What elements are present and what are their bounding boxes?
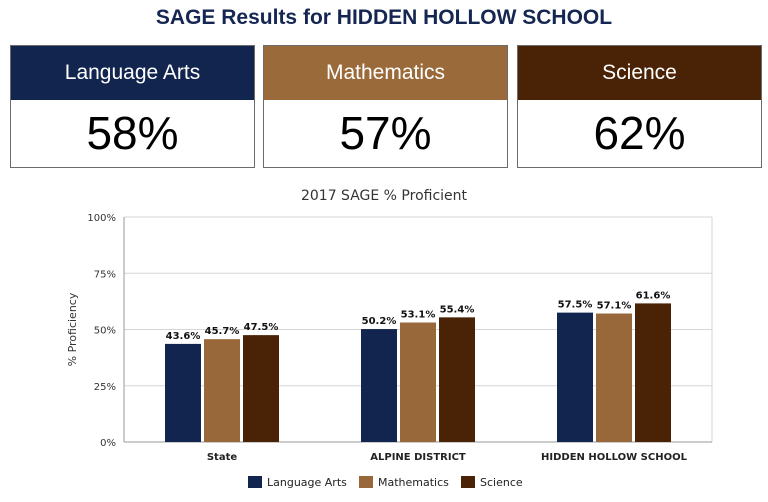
bar-value-label: 57.1%: [597, 301, 632, 312]
y-axis-label: % Proficiency: [66, 292, 79, 366]
legend-label: Language Arts: [267, 476, 347, 489]
x-tick-label: State: [207, 452, 238, 463]
legend-swatch: [248, 476, 262, 488]
bar: [361, 329, 397, 442]
x-tick-label: ALPINE DISTRICT: [370, 452, 466, 463]
bar: [596, 313, 632, 442]
mathematics-card-value: 57%: [339, 107, 432, 159]
bar-value-label: 53.1%: [401, 310, 436, 321]
legend-label: Science: [480, 476, 523, 489]
legend-label: Mathematics: [378, 476, 449, 489]
mathematics-card-label: Mathematics: [264, 46, 507, 100]
bar: [165, 343, 201, 442]
y-tick-label: 0%: [100, 438, 116, 449]
x-tick-label: HIDDEN HOLLOW SCHOOL: [541, 452, 688, 463]
bar-value-label: 57.5%: [558, 300, 593, 311]
bar: [204, 339, 240, 442]
bar: [400, 322, 436, 442]
science-card: Science 62%: [517, 45, 762, 168]
y-tick-label: 25%: [94, 382, 116, 393]
language-arts-card: Language Arts 58%: [10, 45, 255, 168]
bar-value-label: 61.6%: [636, 290, 671, 301]
y-tick-label: 100%: [87, 213, 116, 224]
bar: [635, 303, 671, 442]
y-tick-label: 50%: [94, 326, 116, 337]
bar: [439, 317, 475, 442]
bar-value-label: 45.7%: [205, 326, 240, 337]
science-card-value: 62%: [593, 107, 686, 159]
mathematics-card: Mathematics 57%: [263, 45, 508, 168]
page-title: SAGE Results for HIDDEN HOLLOW SCHOOL: [155, 6, 613, 29]
bar-value-label: 47.5%: [244, 322, 279, 333]
proficiency-bar-chart: 2017 SAGE % Proficient 0% 25% 50% 75% 100% % P…: [66, 188, 713, 489]
y-tick-label: 75%: [94, 269, 116, 280]
legend-swatch: [359, 476, 373, 488]
bar-value-label: 50.2%: [362, 316, 397, 327]
bar: [243, 335, 279, 442]
bar-value-label: 43.6%: [166, 331, 201, 342]
bar: [557, 312, 593, 442]
language-arts-card-label: Language Arts: [11, 46, 254, 100]
legend-swatch: [461, 476, 475, 488]
bar-value-label: 55.4%: [440, 304, 475, 315]
chart-title: 2017 SAGE % Proficient: [301, 188, 468, 204]
language-arts-card-value: 58%: [86, 107, 179, 159]
science-card-label: Science: [518, 46, 761, 100]
